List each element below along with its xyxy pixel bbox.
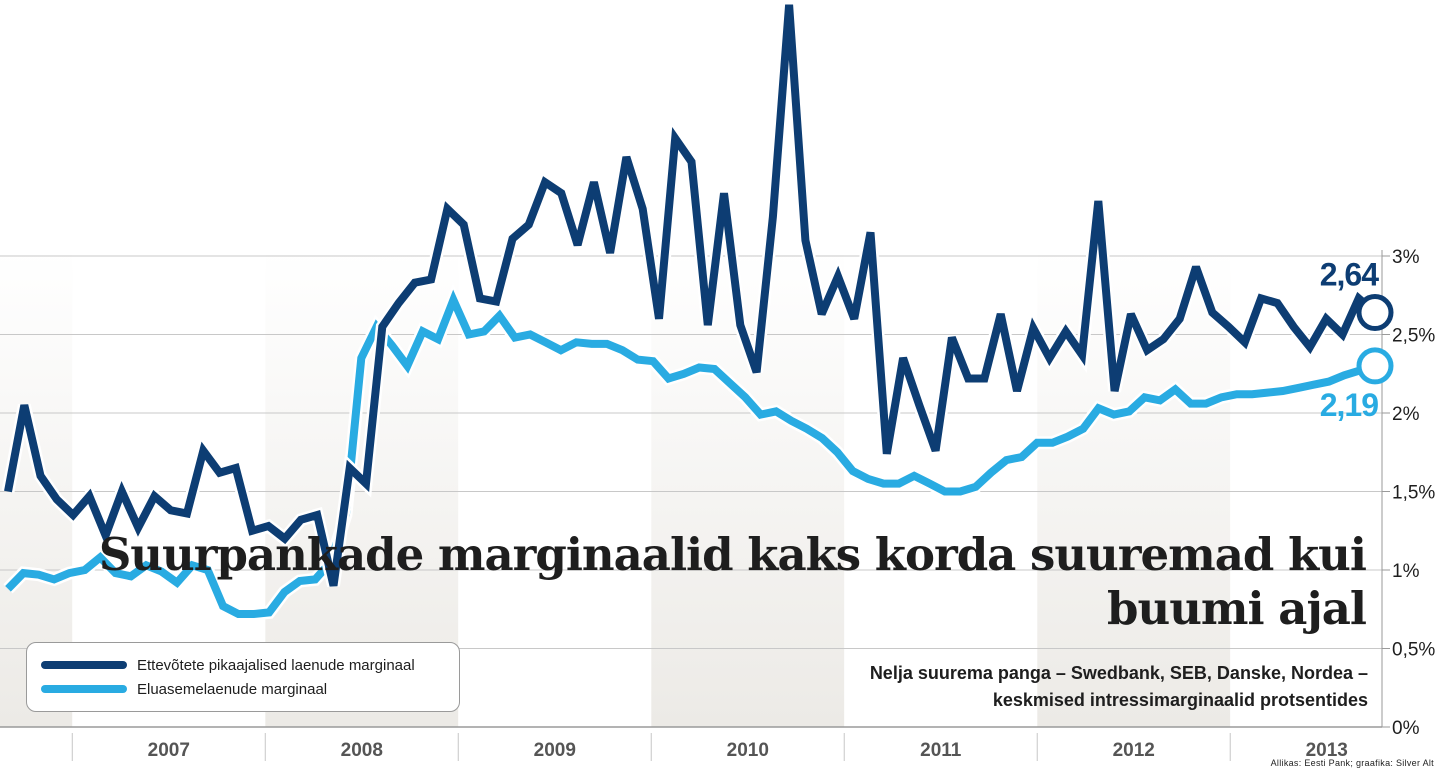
y-tick-label: 0% — [1392, 718, 1420, 739]
year-band — [651, 250, 845, 727]
source-credit: Allikas: Eesti Pank; graafika: Silver Al… — [1270, 758, 1434, 768]
y-tick-label: 1% — [1392, 561, 1420, 582]
year-label: 2009 — [534, 740, 576, 761]
series-layer — [1, 4, 1380, 621]
y-tick-label: 2,5% — [1392, 326, 1435, 347]
legend-item-housing: Eluasemelaenude marginaal — [41, 679, 327, 699]
series-line-housing — [5, 289, 1377, 618]
chart-subtitle: Nelja suurema panga – Swedbank, SEB, Dan… — [870, 660, 1368, 714]
year-label: 2007 — [148, 740, 190, 761]
year-label: 2013 — [1306, 740, 1348, 761]
subtitle-line-1: Nelja suurema panga – Swedbank, SEB, Dan… — [869, 663, 1368, 683]
legend-label-business: Ettevõtete pikaajalised laenude marginaa… — [137, 656, 415, 674]
end-label-housing: 2,19 — [1320, 387, 1378, 423]
year-label: 2008 — [341, 740, 383, 761]
y-tick-label: 0,5% — [1392, 640, 1435, 661]
legend-swatch-housing — [41, 685, 127, 693]
year-label: 2010 — [727, 740, 769, 761]
legend-label-housing: Eluasemelaenude marginaal — [137, 680, 328, 698]
chart-title: Suurpankade marginaalid kaks korda suure… — [98, 528, 1367, 635]
subtitle-line-2: keskmised intressimarginaalid protsentid… — [992, 690, 1368, 710]
year-label: 2011 — [920, 740, 962, 761]
legend-swatch-business — [41, 661, 127, 669]
legend: Ettevõtete pikaajalised laenude marginaa… — [26, 642, 460, 712]
year-bands — [0, 250, 1382, 727]
end-label-business: 2,64 — [1320, 257, 1379, 293]
series-line-business — [4, 4, 1378, 587]
legend-item-business: Ettevõtete pikaajalised laenude marginaa… — [41, 655, 415, 675]
year-label: 2012 — [1113, 740, 1155, 761]
end-marker-business — [1356, 294, 1394, 332]
end-marker-housing — [1356, 347, 1394, 385]
end-markers: 2,64 2,19 — [1320, 257, 1394, 423]
x-axis: 2007 2008 2009 2010 2011 2012 2013 — [0, 726, 1382, 761]
y-tick-label: 3% — [1392, 247, 1420, 268]
y-tick-label: 2% — [1392, 404, 1420, 425]
y-tick-label: 1,5% — [1392, 483, 1435, 504]
